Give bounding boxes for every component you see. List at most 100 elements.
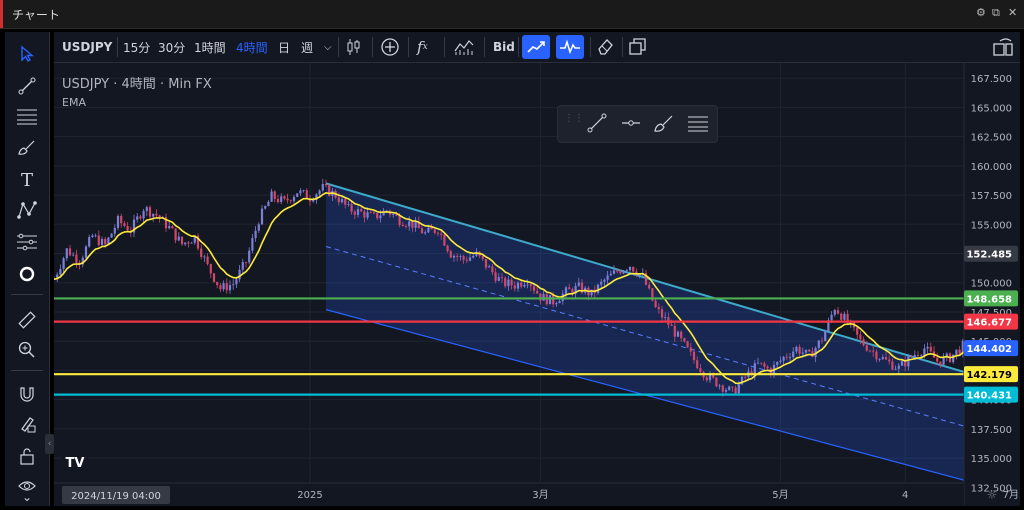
brush-icon[interactable] bbox=[652, 112, 676, 138]
window-title-bar: チャート ⚙ ⧉ ✕ bbox=[0, 0, 1024, 29]
candle bbox=[174, 228, 177, 244]
shape-circle-icon[interactable] bbox=[5, 260, 49, 288]
candle-body bbox=[580, 282, 584, 293]
candle-body bbox=[788, 357, 792, 358]
gear-icon[interactable]: ⚙ bbox=[976, 6, 986, 19]
candle-body bbox=[664, 317, 667, 319]
candle-body bbox=[376, 213, 379, 219]
candle-body bbox=[443, 234, 446, 246]
layout-icon[interactable] bbox=[628, 32, 648, 62]
gear-icon[interactable]: ☼ bbox=[987, 488, 998, 502]
lock-drawing-icon[interactable] bbox=[5, 410, 49, 438]
candle-body bbox=[379, 215, 382, 219]
trendline-icon[interactable] bbox=[586, 112, 608, 138]
candle-body bbox=[318, 190, 321, 195]
price-line-badge: 140.431 bbox=[964, 386, 1018, 403]
prediction-icon[interactable] bbox=[5, 228, 49, 256]
candle bbox=[353, 209, 356, 220]
fullscreen-icon[interactable] bbox=[992, 32, 1014, 62]
trend-chart-toggle-icon[interactable] bbox=[522, 35, 550, 59]
candle-body bbox=[136, 216, 139, 220]
candle bbox=[798, 344, 801, 356]
magnet-icon[interactable] bbox=[5, 380, 49, 408]
eye-icon[interactable] bbox=[5, 472, 49, 500]
candle-body bbox=[139, 216, 142, 219]
symbol-button[interactable]: USDJPY bbox=[62, 40, 113, 54]
interval-30m[interactable]: 30分 bbox=[158, 40, 186, 55]
candle bbox=[510, 277, 513, 290]
brush-icon[interactable] bbox=[5, 134, 49, 162]
chevron-down-icon[interactable]: ⌵ bbox=[324, 41, 332, 53]
interval-4h[interactable]: 4時間 bbox=[236, 40, 268, 55]
horizontal-ray-icon[interactable] bbox=[620, 112, 642, 138]
pulse-chart-toggle-icon[interactable] bbox=[556, 35, 584, 59]
candle bbox=[324, 179, 328, 188]
legend-separator: · bbox=[159, 77, 165, 92]
candle bbox=[411, 221, 414, 233]
tradingview-logo[interactable]: TV bbox=[62, 452, 88, 474]
ruler-icon[interactable] bbox=[5, 306, 49, 334]
candle bbox=[897, 362, 900, 374]
drag-handle-icon[interactable]: ⋮⋮ bbox=[564, 113, 584, 124]
price-chart[interactable]: 167.500 165.000 162.500 160.000 157.500 155.0… bbox=[52, 63, 1024, 506]
close-icon[interactable]: ✕ bbox=[1008, 6, 1018, 19]
interval-week[interactable]: 週 bbox=[301, 40, 314, 55]
price-tick-label: 157.500 bbox=[971, 191, 1012, 202]
chart-pane[interactable]: 167.500 165.000 162.500 160.000 157.500 155.0… bbox=[52, 63, 1024, 506]
candle bbox=[360, 207, 363, 212]
candle-body bbox=[628, 266, 632, 271]
templates-icon[interactable] bbox=[453, 32, 475, 62]
fib-retracement-icon[interactable] bbox=[686, 112, 710, 138]
collapse-toolbar-button[interactable]: ‹ bbox=[45, 434, 54, 454]
candle-body bbox=[264, 206, 267, 209]
interval-1h[interactable]: 1時間 bbox=[194, 40, 226, 55]
candle-body bbox=[590, 289, 593, 296]
popout-icon[interactable]: ⧉ bbox=[992, 6, 1000, 19]
unlock-icon[interactable] bbox=[5, 442, 49, 470]
candle bbox=[619, 269, 622, 275]
legend-interval: 4時間 bbox=[121, 77, 156, 92]
trendline-icon[interactable] bbox=[5, 72, 49, 100]
candle-body bbox=[302, 190, 305, 192]
candle-body bbox=[942, 356, 945, 365]
candle-body bbox=[715, 377, 718, 387]
candle-body bbox=[203, 256, 206, 258]
candle bbox=[500, 272, 504, 283]
candle bbox=[820, 337, 824, 344]
candle-body bbox=[372, 212, 376, 214]
candle bbox=[686, 340, 689, 349]
candle-body bbox=[315, 194, 318, 201]
candle bbox=[228, 280, 232, 294]
bid-button[interactable]: Bid bbox=[493, 40, 515, 54]
indicator-legend[interactable]: EMA bbox=[62, 96, 86, 109]
candle bbox=[843, 311, 846, 321]
candle-body bbox=[267, 201, 270, 207]
interval-15m[interactable]: 15分 bbox=[123, 40, 151, 55]
candle bbox=[926, 342, 929, 354]
interval-day[interactable]: 日 bbox=[278, 40, 291, 55]
text-icon[interactable]: T bbox=[20, 169, 33, 191]
candle bbox=[296, 193, 299, 198]
pattern-icon[interactable] bbox=[5, 196, 49, 224]
candle-body bbox=[190, 242, 193, 244]
candle-body bbox=[440, 233, 443, 235]
candle-body bbox=[417, 221, 420, 229]
candle-body bbox=[622, 270, 625, 274]
zoom-icon[interactable] bbox=[5, 336, 49, 364]
candles-icon[interactable] bbox=[346, 32, 362, 62]
candle-body bbox=[929, 346, 932, 352]
candle-body bbox=[408, 221, 411, 227]
candle bbox=[488, 264, 491, 268]
compare-icon[interactable] bbox=[380, 32, 400, 62]
candle-body bbox=[369, 212, 372, 214]
candle bbox=[110, 233, 113, 238]
candle-body bbox=[526, 284, 529, 286]
candle-body bbox=[350, 204, 353, 212]
fib-retracement-icon[interactable] bbox=[5, 102, 49, 130]
candle bbox=[225, 278, 228, 294]
chevron-down-icon[interactable]: ⌄ bbox=[21, 490, 33, 504]
eraser-icon[interactable] bbox=[595, 32, 617, 62]
candle-body bbox=[500, 277, 504, 278]
cursor-icon[interactable] bbox=[5, 40, 49, 68]
